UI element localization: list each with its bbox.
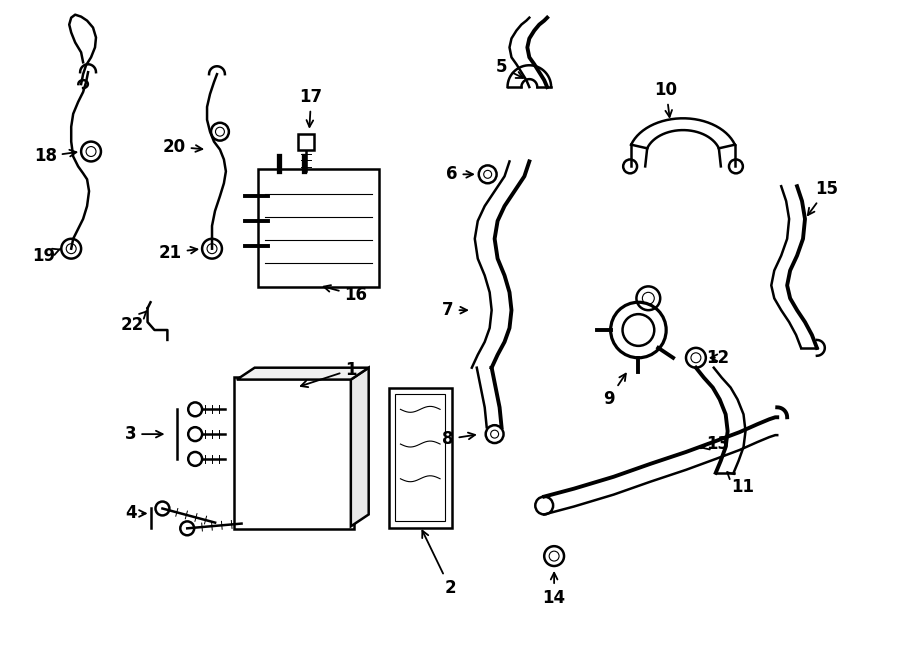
Text: 22: 22 <box>122 311 147 334</box>
FancyBboxPatch shape <box>389 387 452 528</box>
Text: 7: 7 <box>442 301 467 319</box>
Text: 13: 13 <box>701 435 729 453</box>
Text: 18: 18 <box>34 148 76 166</box>
FancyBboxPatch shape <box>234 377 354 530</box>
Text: 14: 14 <box>543 573 566 607</box>
Text: 3: 3 <box>125 425 163 443</box>
Polygon shape <box>351 367 369 526</box>
FancyBboxPatch shape <box>257 169 379 287</box>
Text: 1: 1 <box>301 361 356 387</box>
Text: 6: 6 <box>446 166 473 183</box>
FancyBboxPatch shape <box>395 395 445 522</box>
Text: 9: 9 <box>603 373 625 408</box>
Text: 4: 4 <box>125 504 146 522</box>
Text: 2: 2 <box>422 531 455 597</box>
Text: 17: 17 <box>300 88 323 127</box>
Text: 21: 21 <box>158 244 197 261</box>
Text: 12: 12 <box>706 349 729 367</box>
Text: 5: 5 <box>496 58 523 78</box>
Text: 20: 20 <box>163 138 202 156</box>
Text: 10: 10 <box>654 81 678 117</box>
Polygon shape <box>237 367 369 379</box>
Text: 16: 16 <box>324 285 367 305</box>
Text: 11: 11 <box>727 472 754 496</box>
Text: 19: 19 <box>32 247 60 265</box>
Text: 8: 8 <box>442 430 475 448</box>
Text: 15: 15 <box>808 180 838 215</box>
Bar <box>298 134 314 150</box>
